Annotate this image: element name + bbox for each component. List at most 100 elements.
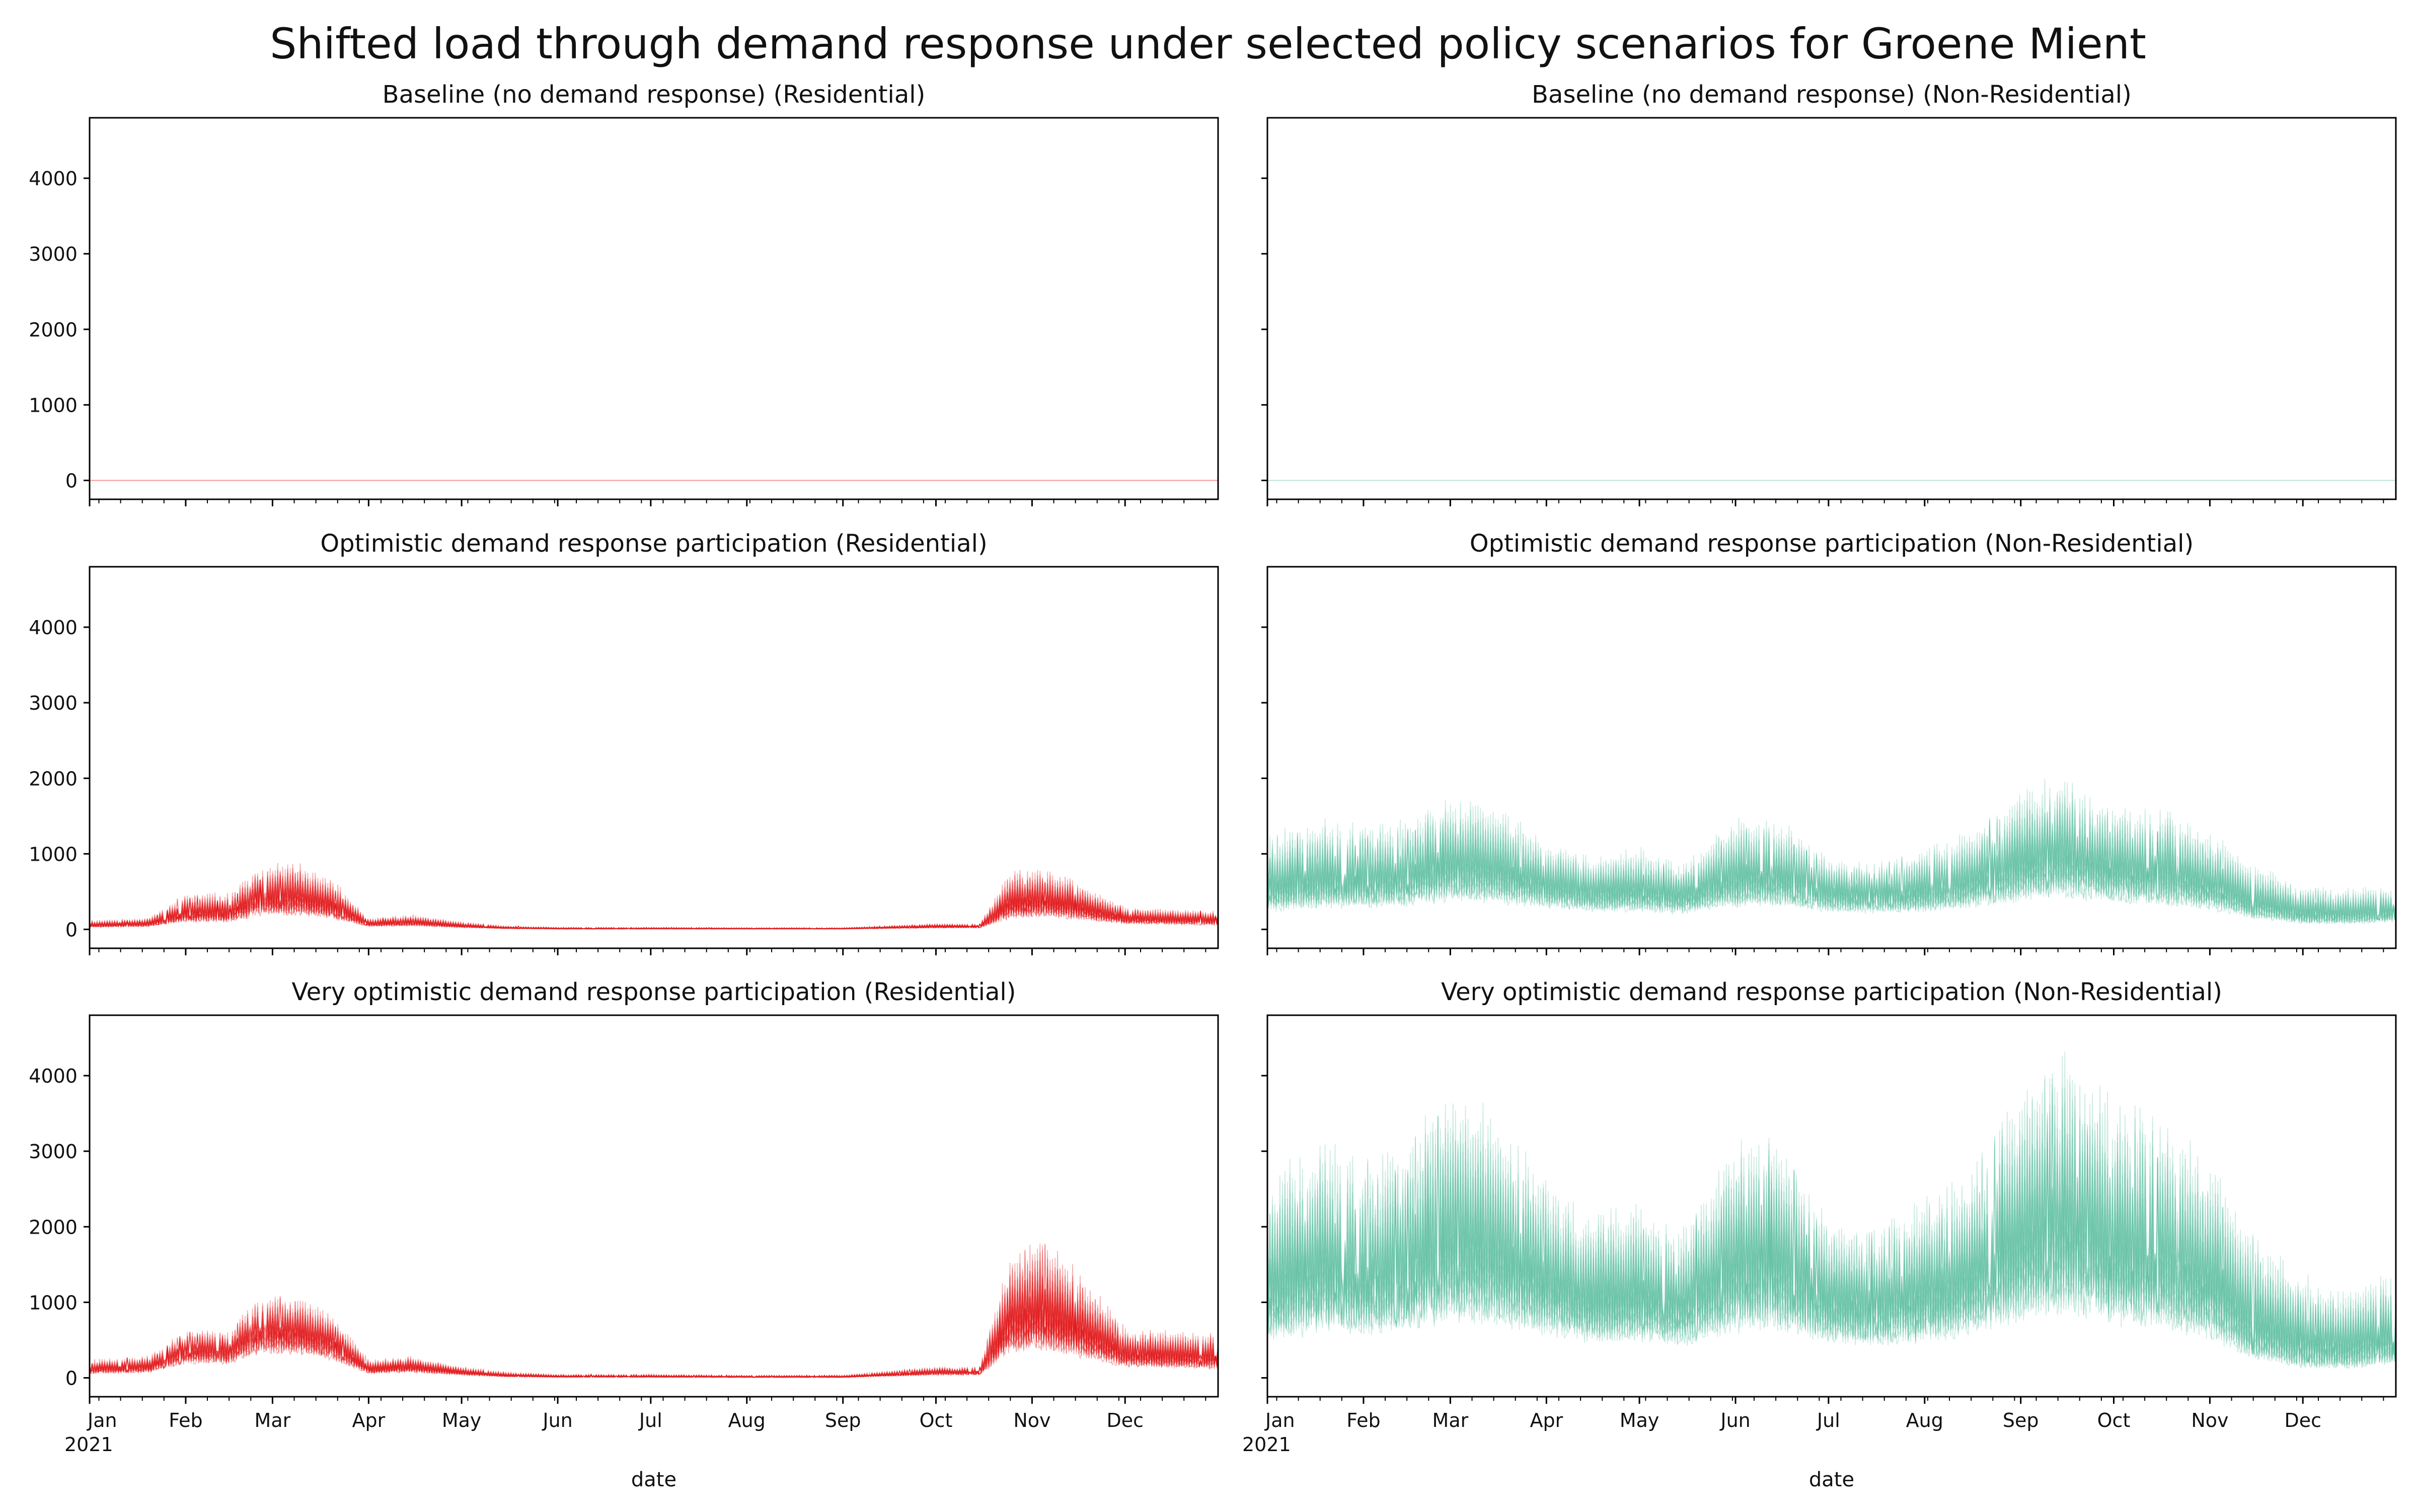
subplot-6: Very optimistic demand response particip… xyxy=(1242,978,2397,1491)
series-line xyxy=(1267,1079,2396,1364)
subplot-2: Baseline (no demand response) (Non-Resid… xyxy=(1261,81,2397,506)
x-tick-label: Oct xyxy=(920,1409,953,1431)
series-line xyxy=(1267,1079,2396,1363)
x-tick-label: Dec xyxy=(2284,1409,2321,1431)
series-line xyxy=(90,1275,1218,1378)
series-line xyxy=(1267,819,2396,925)
series-line xyxy=(90,871,1218,930)
y-tick-label: 0 xyxy=(65,1367,78,1389)
series-line xyxy=(1267,1169,2396,1369)
series-line xyxy=(1267,1149,2396,1369)
series-line xyxy=(1267,829,2396,925)
series-line xyxy=(1267,1087,2396,1365)
series-line xyxy=(90,869,1218,930)
y-tick-label: 0 xyxy=(65,919,78,941)
series-line xyxy=(90,864,1218,930)
series-line xyxy=(1267,1055,2396,1363)
series-line xyxy=(90,867,1218,930)
x-tick-label: Jun xyxy=(542,1409,572,1431)
series-lines xyxy=(90,1243,1218,1378)
series-lines xyxy=(90,863,1218,930)
series-line xyxy=(90,1271,1218,1378)
series-line xyxy=(90,1258,1218,1378)
axes-frame xyxy=(1266,117,2397,500)
series-line xyxy=(1267,825,2396,924)
series-line xyxy=(1267,1110,2396,1366)
x-tick-label: Jul xyxy=(638,1409,662,1431)
x-tick-label: Sep xyxy=(825,1409,861,1431)
axes-frame xyxy=(89,1014,1219,1398)
series-line xyxy=(90,873,1218,930)
subplot-title: Very optimistic demand response particip… xyxy=(1441,978,2222,1006)
x-tick-label: Nov xyxy=(1013,1409,1050,1431)
axes-frame xyxy=(89,566,1219,949)
x-tick-label: Jun xyxy=(1719,1409,1750,1431)
series-line xyxy=(90,1285,1218,1378)
x-tick-label: Apr xyxy=(352,1409,385,1431)
x-tick-year-label: 2021 xyxy=(1242,1433,1291,1456)
axes-frame xyxy=(1266,566,2397,949)
series-line xyxy=(90,881,1218,930)
series-line xyxy=(1267,810,2396,924)
series-line xyxy=(90,1250,1218,1378)
series-line xyxy=(1267,792,2396,921)
subplot-title: Optimistic demand response participation… xyxy=(1470,530,2194,558)
series-line xyxy=(90,880,1218,930)
series-line xyxy=(1267,1161,2396,1369)
series-line xyxy=(90,1248,1218,1378)
axes-frame xyxy=(89,117,1219,500)
x-tick-year-label: 2021 xyxy=(64,1433,113,1456)
series-line xyxy=(90,880,1218,930)
series-line xyxy=(1267,789,2396,921)
x-tick-label: Oct xyxy=(2097,1409,2131,1431)
y-tick-label: 3000 xyxy=(29,1141,78,1163)
x-tick-label: Jan xyxy=(87,1409,117,1431)
x-tick-label: Apr xyxy=(1530,1409,1563,1431)
x-tick-label: May xyxy=(1620,1409,1659,1431)
series-line xyxy=(90,1292,1218,1378)
series-line xyxy=(90,1244,1218,1378)
series-line xyxy=(90,1282,1218,1378)
x-tick-label: Jan xyxy=(1264,1409,1295,1431)
subplot-title: Optimistic demand response participation… xyxy=(320,530,987,558)
series-line xyxy=(90,870,1218,930)
y-tick-label: 4000 xyxy=(29,1065,78,1087)
y-tick-label: 2000 xyxy=(29,1216,78,1238)
series-line xyxy=(1267,800,2396,923)
series-line xyxy=(1267,1122,2396,1367)
series-line xyxy=(1267,1051,2396,1364)
x-tick-label: Feb xyxy=(1346,1409,1380,1431)
series-line xyxy=(1267,807,2396,922)
series-line xyxy=(90,1258,1218,1378)
x-tick-label: Nov xyxy=(2191,1409,2228,1431)
y-tick-label: 1000 xyxy=(29,1292,78,1314)
series-line xyxy=(90,1291,1218,1378)
subplot-4: Optimistic demand response participation… xyxy=(1261,530,2397,955)
series-line xyxy=(90,1280,1218,1378)
x-tick-label: May xyxy=(442,1409,482,1431)
y-tick-label: 3000 xyxy=(29,692,78,714)
subplot-title: Very optimistic demand response particip… xyxy=(292,978,1016,1006)
y-tick-label: 2000 xyxy=(29,768,78,790)
series-line xyxy=(1267,1126,2396,1367)
x-tick-label: Jul xyxy=(1816,1409,1840,1431)
series-line xyxy=(90,872,1218,930)
x-tick-label: Sep xyxy=(2003,1409,2039,1431)
x-axis-label: date xyxy=(1809,1468,1854,1491)
y-tick-label: 3000 xyxy=(29,243,78,265)
x-tick-label: Mar xyxy=(255,1409,291,1431)
series-line xyxy=(1267,1074,2396,1362)
x-tick-label: Mar xyxy=(1432,1409,1469,1431)
series-line xyxy=(90,1276,1218,1378)
series-line xyxy=(90,863,1218,930)
subplot-title: Baseline (no demand response) (Residenti… xyxy=(383,81,926,109)
series-line xyxy=(1267,795,2396,922)
series-line xyxy=(1267,804,2396,923)
subplot-title: Baseline (no demand response) (Non-Resid… xyxy=(1532,81,2132,109)
series-line xyxy=(90,884,1218,930)
series-lines xyxy=(1267,1051,2396,1369)
subplot-3: Optimistic demand response participation… xyxy=(29,530,1219,955)
series-line xyxy=(90,886,1218,930)
